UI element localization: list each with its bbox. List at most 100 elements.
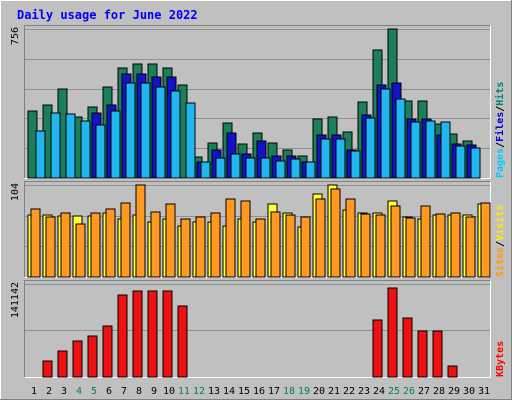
bar-sites-day-8 — [135, 184, 146, 278]
legend: KBytes — [495, 341, 506, 377]
x-tick-label-day-16: 16 — [253, 386, 265, 397]
x-tick-label-day-5: 5 — [91, 386, 97, 397]
bar-kbytes-day-2 — [42, 360, 53, 378]
bar-sites-day-28 — [435, 213, 446, 278]
bar-sites-day-16 — [255, 218, 266, 278]
bar-sites-day-11 — [180, 218, 191, 278]
x-tick-label-day-17: 17 — [268, 386, 280, 397]
bar-pages-day-25 — [395, 98, 406, 179]
bar-kbytes-day-9 — [147, 290, 158, 378]
x-tick-label-day-30: 30 — [463, 386, 475, 397]
legend: Pages/Files/Hits — [494, 82, 506, 178]
bar-sites-day-12 — [195, 216, 206, 278]
chart-title: Daily usage for June 2022 — [17, 8, 198, 22]
x-tick-label-day-19: 19 — [298, 386, 310, 397]
bar-kbytes-day-4 — [72, 340, 83, 378]
bar-kbytes-day-24 — [372, 319, 383, 378]
bar-pages-day-12 — [200, 161, 211, 179]
bar-pages-day-22 — [350, 150, 361, 179]
bar-pages-day-3 — [65, 113, 76, 179]
panel-kbytes: 141142 KBytes — [10, 280, 506, 378]
x-tick-label-day-6: 6 — [106, 386, 112, 397]
bar-pages-day-14 — [230, 153, 241, 179]
bar-pages-day-9 — [155, 86, 166, 179]
bar-pages-day-1 — [35, 130, 46, 179]
x-tick-label-day-23: 23 — [358, 386, 370, 397]
series-kbytes — [42, 287, 458, 378]
x-tick-label-day-21: 21 — [328, 386, 340, 397]
y-max-label: 141142 — [10, 282, 21, 318]
legend-part: Sites — [494, 247, 506, 277]
bar-kbytes-day-5 — [87, 335, 98, 378]
x-tick-label-day-24: 24 — [373, 386, 385, 397]
bar-sites-day-18 — [285, 214, 296, 278]
bar-kbytes-day-10 — [162, 290, 173, 378]
x-tick-label-day-22: 22 — [343, 386, 355, 397]
series-sites — [30, 184, 491, 278]
x-axis-labels: 1 2 3 4 5 6 7 8 9 10 11 12 13 14 15 16 17 18 19 20 21 22 23 24 2… — [31, 386, 490, 397]
bar-sites-day-26 — [405, 217, 416, 278]
x-tick-label-day-20: 20 — [313, 386, 325, 397]
x-tick-label-day-27: 27 — [418, 386, 430, 397]
legend-part: / — [495, 142, 506, 148]
bar-kbytes-day-27 — [417, 330, 428, 378]
bar-sites-day-9 — [150, 211, 161, 278]
x-tick-label-day-7: 7 — [121, 386, 127, 397]
x-tick-label-day-15: 15 — [238, 386, 250, 397]
bar-kbytes-day-3 — [57, 350, 68, 378]
panel-visits: 104 Sites/Visits — [10, 181, 506, 278]
legend-part: / — [495, 241, 506, 247]
bar-sites-day-21 — [330, 188, 341, 278]
y-max-label: 104 — [10, 183, 21, 201]
bar-sites-day-29 — [450, 212, 461, 278]
bar-sites-day-2 — [45, 216, 56, 278]
bar-sites-day-17 — [270, 211, 281, 278]
series-pages — [35, 82, 481, 179]
x-tick-label-day-11: 11 — [178, 386, 190, 397]
bar-sites-day-14 — [225, 198, 236, 278]
legend: Sites/Visits — [494, 205, 506, 277]
bar-sites-day-3 — [60, 212, 71, 278]
bar-pages-day-18 — [290, 158, 301, 179]
bar-sites-day-22 — [345, 198, 356, 278]
chart-panels: 756 Pages/Files/Hits 104 Sites/Visits 141142… — [10, 25, 506, 378]
legend-part: KBytes — [495, 341, 506, 377]
bar-pages-day-7 — [125, 82, 136, 179]
bar-kbytes-day-28 — [432, 330, 443, 378]
x-tick-label-day-1: 1 — [31, 386, 37, 397]
bar-sites-day-6 — [105, 208, 116, 278]
bar-sites-day-23 — [360, 213, 371, 278]
bar-pages-day-10 — [170, 90, 181, 179]
bar-sites-day-5 — [90, 212, 101, 278]
bar-sites-day-13 — [210, 212, 221, 278]
bar-kbytes-day-25 — [387, 287, 398, 378]
x-tick-label-day-31: 31 — [478, 386, 490, 397]
x-tick-label-day-2: 2 — [46, 386, 52, 397]
x-tick-label-day-18: 18 — [283, 386, 295, 397]
bar-sites-day-30 — [465, 216, 476, 278]
bar-pages-day-13 — [215, 157, 226, 179]
bar-pages-day-19 — [305, 161, 316, 179]
bar-sites-day-1 — [30, 208, 41, 278]
bar-pages-day-28 — [440, 121, 451, 179]
x-tick-label-day-12: 12 — [193, 386, 205, 397]
bar-pages-day-23 — [365, 117, 376, 179]
x-tick-label-day-28: 28 — [433, 386, 445, 397]
bar-sites-day-20 — [315, 198, 326, 278]
bar-sites-day-27 — [420, 205, 431, 278]
bar-pages-day-30 — [470, 147, 481, 179]
x-tick-label-day-4: 4 — [76, 386, 82, 397]
bar-kbytes-day-7 — [117, 294, 128, 378]
bar-sites-day-19 — [300, 216, 311, 278]
bar-kbytes-day-11 — [177, 305, 188, 378]
bar-pages-day-20 — [320, 138, 331, 179]
x-tick-label-day-3: 3 — [61, 386, 67, 397]
panel-hits: 756 Pages/Files/Hits — [10, 25, 506, 179]
x-tick-label-day-14: 14 — [223, 386, 235, 397]
bar-pages-day-17 — [275, 160, 286, 179]
bar-kbytes-day-8 — [132, 290, 143, 378]
bar-sites-day-31 — [480, 202, 491, 278]
y-max-label: 756 — [10, 27, 21, 45]
legend-part: Files — [494, 112, 506, 142]
